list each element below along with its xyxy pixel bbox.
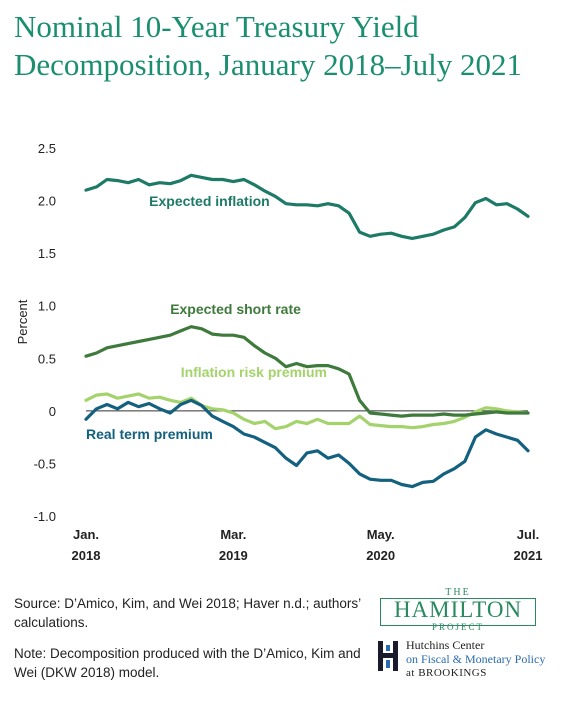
y-tick-label: 1.5 [38, 246, 56, 261]
series-line-inflation-risk-premium [84, 392, 530, 431]
x-tick-label: 2021 [514, 548, 543, 563]
chart-title: Nominal 10-Year Treasury Yield Decomposi… [14, 9, 523, 82]
series-line-expected-inflation [84, 173, 530, 240]
hutchins-line-3: at BROOKINGS [406, 667, 487, 679]
y-tick-label: 0.5 [38, 351, 56, 366]
hutchins-line-2: on Fiscal & Monetary Policy [406, 652, 546, 666]
x-tick-label: Mar. [220, 527, 246, 542]
y-tick-label: -1.0 [34, 509, 56, 524]
hutchins-center-icon [378, 641, 398, 671]
logo-project: PROJECT [431, 622, 484, 632]
x-tick-label: May. [367, 527, 395, 542]
x-tick-label: Jul. [517, 527, 539, 542]
x-tick-label: 2020 [366, 548, 395, 563]
hamilton-project-logo: THE HAMILTON PROJECT [376, 587, 540, 632]
x-tick-label: Jan. [73, 527, 99, 542]
x-tick-label: 2018 [72, 548, 101, 563]
logo-hamilton: HAMILTON [393, 597, 523, 622]
series-label-real-term-premium: Real term premium [86, 426, 213, 442]
y-tick-label: 2.5 [38, 141, 56, 156]
x-tick-label: 2019 [219, 548, 248, 563]
hutchins-center-logo: Hutchins Center on Fiscal & Monetary Pol… [406, 638, 576, 680]
y-axis-title: Percent [15, 299, 30, 344]
hutchins-line-1: Hutchins Center [406, 638, 485, 652]
source-note: Source: D’Amico, Kim, and Wei 2018; Have… [14, 596, 361, 630]
series-label-expected-short-rate: Expected short rate [170, 301, 301, 317]
line-chart: Percent 2.5 2.0 1.5 1.0 0.5 0 -0.5 -1.0 Jan. 2018 M… [15, 141, 543, 563]
model-note: Note: Decomposition produced with the D’… [14, 646, 361, 680]
series-line-expected-short-rate [84, 325, 530, 418]
series-label-expected-inflation: Expected inflation [149, 193, 270, 209]
y-tick-label: 2.0 [38, 194, 56, 209]
y-tick-label: 0 [49, 404, 56, 419]
y-tick-label: -0.5 [34, 456, 56, 471]
series-label-inflation-risk-premium: Inflation risk premium [181, 364, 327, 380]
y-tick-label: 1.0 [38, 299, 56, 314]
series-line-real-term-premium [84, 398, 530, 489]
logo-frame [380, 598, 536, 626]
logo-the: THE [445, 587, 471, 598]
